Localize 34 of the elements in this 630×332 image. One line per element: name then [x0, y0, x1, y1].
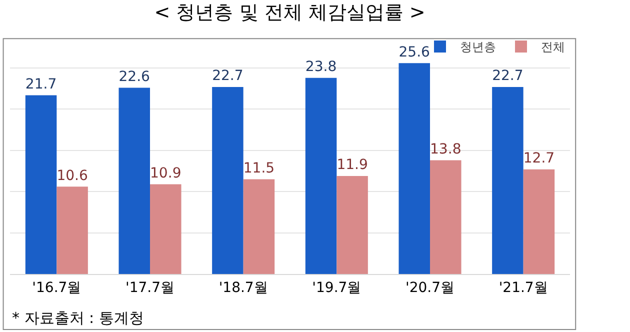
data-label: 10.9 [150, 165, 182, 182]
bar [523, 169, 555, 274]
legend-label: 전체 [541, 40, 565, 54]
bar [305, 78, 337, 274]
data-label: 22.7 [212, 68, 244, 84]
data-label: 10.6 [56, 168, 88, 184]
data-label: 12.7 [523, 150, 555, 167]
bar [430, 160, 462, 274]
chart-title: < 청년층 및 전체 체감실업률 > [154, 1, 426, 24]
data-label: 11.9 [336, 157, 368, 174]
data-label: 22.6 [118, 69, 150, 86]
x-tick-label: '20.7월 [405, 280, 455, 296]
bar [336, 176, 368, 274]
data-label: 22.7 [492, 68, 524, 84]
data-label: 11.5 [243, 160, 275, 177]
bar [243, 179, 275, 274]
bar [118, 88, 150, 274]
x-tick-label: '21.7월 [498, 280, 548, 296]
bar [150, 184, 182, 274]
bar [212, 86, 244, 274]
bar [25, 95, 57, 274]
bar [56, 186, 88, 274]
x-tick-label: '16.7월 [32, 280, 82, 296]
bar [492, 86, 524, 274]
data-label: 25.6 [398, 44, 430, 60]
legend-label: 청년층 [460, 40, 496, 54]
data-label: 13.8 [430, 142, 462, 158]
bar [398, 63, 430, 274]
data-label: 21.7 [25, 76, 57, 92]
text: * 자료출처 : 통계청 [12, 309, 144, 327]
x-tick-label: '19.7월 [312, 280, 362, 296]
x-tick-label: '18.7월 [218, 280, 268, 296]
data-label: 23.8 [305, 59, 337, 76]
x-tick-label: '17.7월 [125, 280, 175, 296]
